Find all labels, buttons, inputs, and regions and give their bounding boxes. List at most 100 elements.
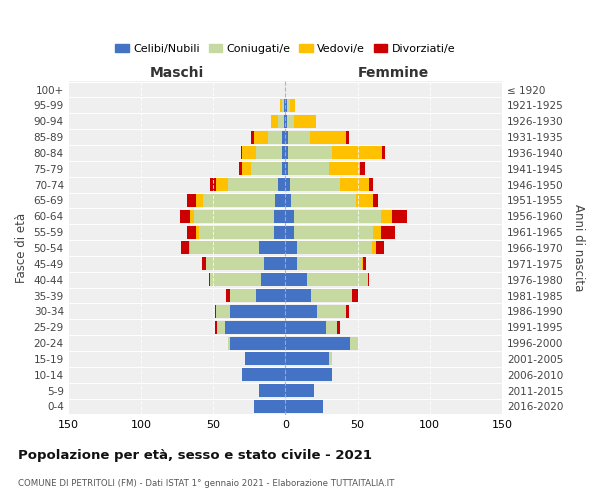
Bar xyxy=(284,99,286,112)
Bar xyxy=(245,352,286,366)
Bar xyxy=(337,320,340,334)
Bar xyxy=(241,146,242,160)
Bar xyxy=(294,210,381,223)
Bar xyxy=(263,258,286,270)
Bar xyxy=(307,273,368,286)
Bar xyxy=(372,242,376,254)
Bar xyxy=(251,130,254,143)
Bar xyxy=(376,242,383,254)
Bar xyxy=(215,305,216,318)
Bar xyxy=(288,130,310,143)
Bar xyxy=(381,226,395,238)
Text: Popolazione per età, sesso e stato civile - 2021: Popolazione per età, sesso e stato civil… xyxy=(18,450,372,462)
Bar xyxy=(187,226,196,238)
Bar xyxy=(286,99,287,112)
Bar xyxy=(286,114,287,128)
Bar xyxy=(373,226,381,238)
Bar xyxy=(326,320,337,334)
Bar xyxy=(286,146,288,160)
Bar xyxy=(226,289,230,302)
Bar xyxy=(329,162,361,175)
Bar xyxy=(215,320,217,334)
Bar xyxy=(275,194,286,207)
Bar xyxy=(216,305,230,318)
Bar xyxy=(310,130,346,143)
Text: COMUNE DI PETRITOLI (FM) - Dati ISTAT 1° gennaio 2021 - Elaborazione TUTTAITALIA: COMUNE DI PETRITOLI (FM) - Dati ISTAT 1°… xyxy=(18,478,394,488)
Bar xyxy=(346,130,349,143)
Bar xyxy=(187,194,196,207)
Bar xyxy=(290,99,295,112)
Bar xyxy=(356,194,373,207)
Bar xyxy=(254,130,268,143)
Bar xyxy=(242,162,251,175)
Bar xyxy=(297,258,362,270)
Bar xyxy=(286,384,314,397)
Bar xyxy=(203,194,275,207)
Bar xyxy=(239,162,242,175)
Bar xyxy=(286,194,291,207)
Bar xyxy=(190,210,194,223)
Text: Femmine: Femmine xyxy=(358,66,430,80)
Bar xyxy=(283,162,286,175)
Bar xyxy=(242,368,286,381)
Bar xyxy=(294,114,316,128)
Bar xyxy=(369,178,373,191)
Bar xyxy=(361,162,365,175)
Text: Maschi: Maschi xyxy=(150,66,204,80)
Bar xyxy=(283,99,284,112)
Bar xyxy=(259,384,286,397)
Bar xyxy=(196,194,203,207)
Bar xyxy=(286,210,294,223)
Bar xyxy=(268,130,283,143)
Bar xyxy=(199,226,274,238)
Bar xyxy=(332,146,382,160)
Bar xyxy=(286,258,297,270)
Bar xyxy=(381,210,392,223)
Bar xyxy=(194,210,274,223)
Bar xyxy=(278,178,286,191)
Bar xyxy=(364,258,366,270)
Bar xyxy=(210,273,261,286)
Bar xyxy=(217,320,224,334)
Bar xyxy=(297,242,372,254)
Bar xyxy=(206,258,263,270)
Bar xyxy=(261,273,286,286)
Bar xyxy=(352,289,358,302)
Bar xyxy=(230,336,286,349)
Bar xyxy=(202,258,206,270)
Bar xyxy=(350,336,358,349)
Bar xyxy=(340,178,369,191)
Bar xyxy=(227,336,230,349)
Bar xyxy=(288,146,332,160)
Bar xyxy=(230,289,256,302)
Bar xyxy=(254,400,286,413)
Bar xyxy=(209,273,210,286)
Bar xyxy=(278,114,284,128)
Bar xyxy=(290,178,340,191)
Bar xyxy=(251,162,283,175)
Bar xyxy=(317,305,346,318)
Bar xyxy=(286,305,317,318)
Bar xyxy=(294,226,373,238)
Bar xyxy=(216,178,227,191)
Bar xyxy=(256,289,286,302)
Bar xyxy=(286,162,288,175)
Bar xyxy=(283,130,286,143)
Bar xyxy=(286,320,326,334)
Bar xyxy=(271,114,278,128)
Bar xyxy=(287,114,294,128)
Legend: Celibi/Nubili, Coniugati/e, Vedovi/e, Divorziati/e: Celibi/Nubili, Coniugati/e, Vedovi/e, Di… xyxy=(111,40,460,58)
Bar xyxy=(210,178,216,191)
Bar xyxy=(274,210,286,223)
Bar xyxy=(288,162,329,175)
Bar xyxy=(284,114,286,128)
Bar xyxy=(346,305,349,318)
Bar xyxy=(180,210,190,223)
Bar xyxy=(286,289,311,302)
Bar xyxy=(286,352,329,366)
Y-axis label: Anni di nascita: Anni di nascita xyxy=(572,204,585,292)
Bar xyxy=(259,242,286,254)
Bar xyxy=(362,258,364,270)
Bar xyxy=(230,305,286,318)
Bar xyxy=(274,226,286,238)
